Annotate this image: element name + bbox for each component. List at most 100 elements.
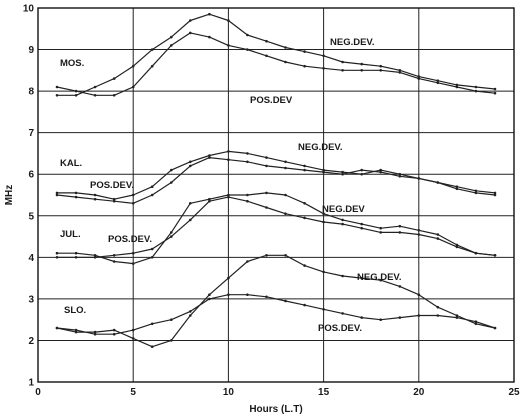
series-point [93, 254, 97, 257]
x-axis-label: Hours (L.T) [249, 404, 302, 415]
annotations: MOS. NEG.DEV. POS.DEV KAL. NEG.DEV. POS.DEV. J… [60, 37, 402, 334]
series-point [227, 195, 230, 199]
series-point [303, 303, 306, 307]
series-point [170, 181, 173, 184]
y-tick-label: 10 [23, 4, 35, 15]
series-point [170, 35, 173, 39]
series-point [265, 54, 268, 58]
series-point [303, 264, 306, 267]
series-point [436, 314, 440, 317]
series-point [360, 222, 364, 226]
series-line [57, 196, 496, 258]
grid [37, 7, 515, 383]
y-tick-label: 4 [28, 253, 34, 264]
series-point [436, 79, 440, 82]
series-point [398, 224, 402, 228]
series-point [93, 197, 97, 201]
series-point [360, 226, 364, 230]
series-label: NEG.DEV. [357, 272, 402, 283]
series-point [493, 326, 497, 330]
series-line [57, 192, 496, 265]
series-point [208, 156, 211, 159]
series-point [436, 237, 440, 240]
series-point [150, 48, 154, 51]
series-point [74, 94, 78, 97]
series-point [379, 69, 383, 72]
series-point [74, 195, 78, 199]
series-point [208, 154, 211, 157]
series-point [189, 218, 192, 222]
series-point [93, 332, 97, 336]
series-point [246, 152, 249, 155]
series-point [189, 164, 192, 168]
series-3-0 [55, 254, 497, 349]
series-point [398, 231, 402, 234]
x-tick-label: 20 [413, 387, 425, 398]
series-point [131, 262, 135, 265]
series-point [417, 314, 421, 317]
series-label: NEG.DEV. [330, 37, 375, 48]
series-point [303, 164, 306, 168]
series-point [303, 216, 306, 220]
series-point [379, 170, 383, 174]
series-point [189, 19, 192, 22]
series-label: NEG.DEV. [298, 142, 343, 153]
series-point [227, 150, 230, 153]
series-point [303, 202, 306, 205]
series-point [474, 320, 478, 324]
series-point [74, 330, 78, 334]
series-point [379, 168, 383, 172]
series-point [55, 94, 59, 97]
series-point [379, 318, 383, 322]
series-point [131, 337, 135, 340]
series-point [74, 191, 78, 195]
series-point [265, 39, 268, 43]
series-point [474, 251, 478, 255]
series-point [246, 160, 249, 164]
series-point [227, 193, 230, 197]
series-point [227, 158, 230, 161]
series-point [227, 293, 230, 297]
series-point [341, 222, 344, 226]
series-point [208, 197, 211, 201]
series-point [379, 64, 383, 68]
series-point [398, 285, 402, 288]
series-point [417, 177, 421, 180]
series-point [131, 328, 135, 332]
series-point [379, 231, 383, 234]
y-tick-label: 3 [28, 294, 34, 305]
series-label: NEG.DEV [322, 204, 365, 215]
series-point [322, 220, 325, 224]
series-1-1 [55, 156, 497, 205]
series-point [189, 160, 192, 164]
series-point [112, 77, 116, 80]
series-point [474, 191, 478, 195]
series-point [474, 85, 478, 89]
series-point [322, 212, 325, 215]
series-label: POS.DEV. [90, 180, 134, 191]
series-point [150, 64, 154, 68]
series-point [246, 199, 249, 203]
y-tick-label: 6 [28, 170, 34, 181]
series-point [246, 193, 249, 197]
series-point [455, 85, 459, 89]
series-point [170, 44, 173, 47]
series-point [208, 293, 211, 297]
series-point [131, 85, 135, 89]
series-line [57, 13, 496, 96]
y-tick-label: 8 [28, 87, 34, 98]
series-point [208, 297, 211, 301]
series-point [208, 12, 211, 16]
series-point [131, 202, 135, 205]
series-point [322, 54, 325, 58]
series-point [112, 197, 116, 201]
series-point [246, 33, 249, 37]
series-point [189, 310, 192, 313]
series-point [246, 260, 249, 263]
series-point [284, 299, 287, 303]
x-tick-label: 15 [318, 387, 330, 398]
series-point [455, 245, 459, 249]
series-3-1 [55, 293, 497, 336]
series-point [493, 91, 497, 95]
series-point [93, 330, 97, 334]
